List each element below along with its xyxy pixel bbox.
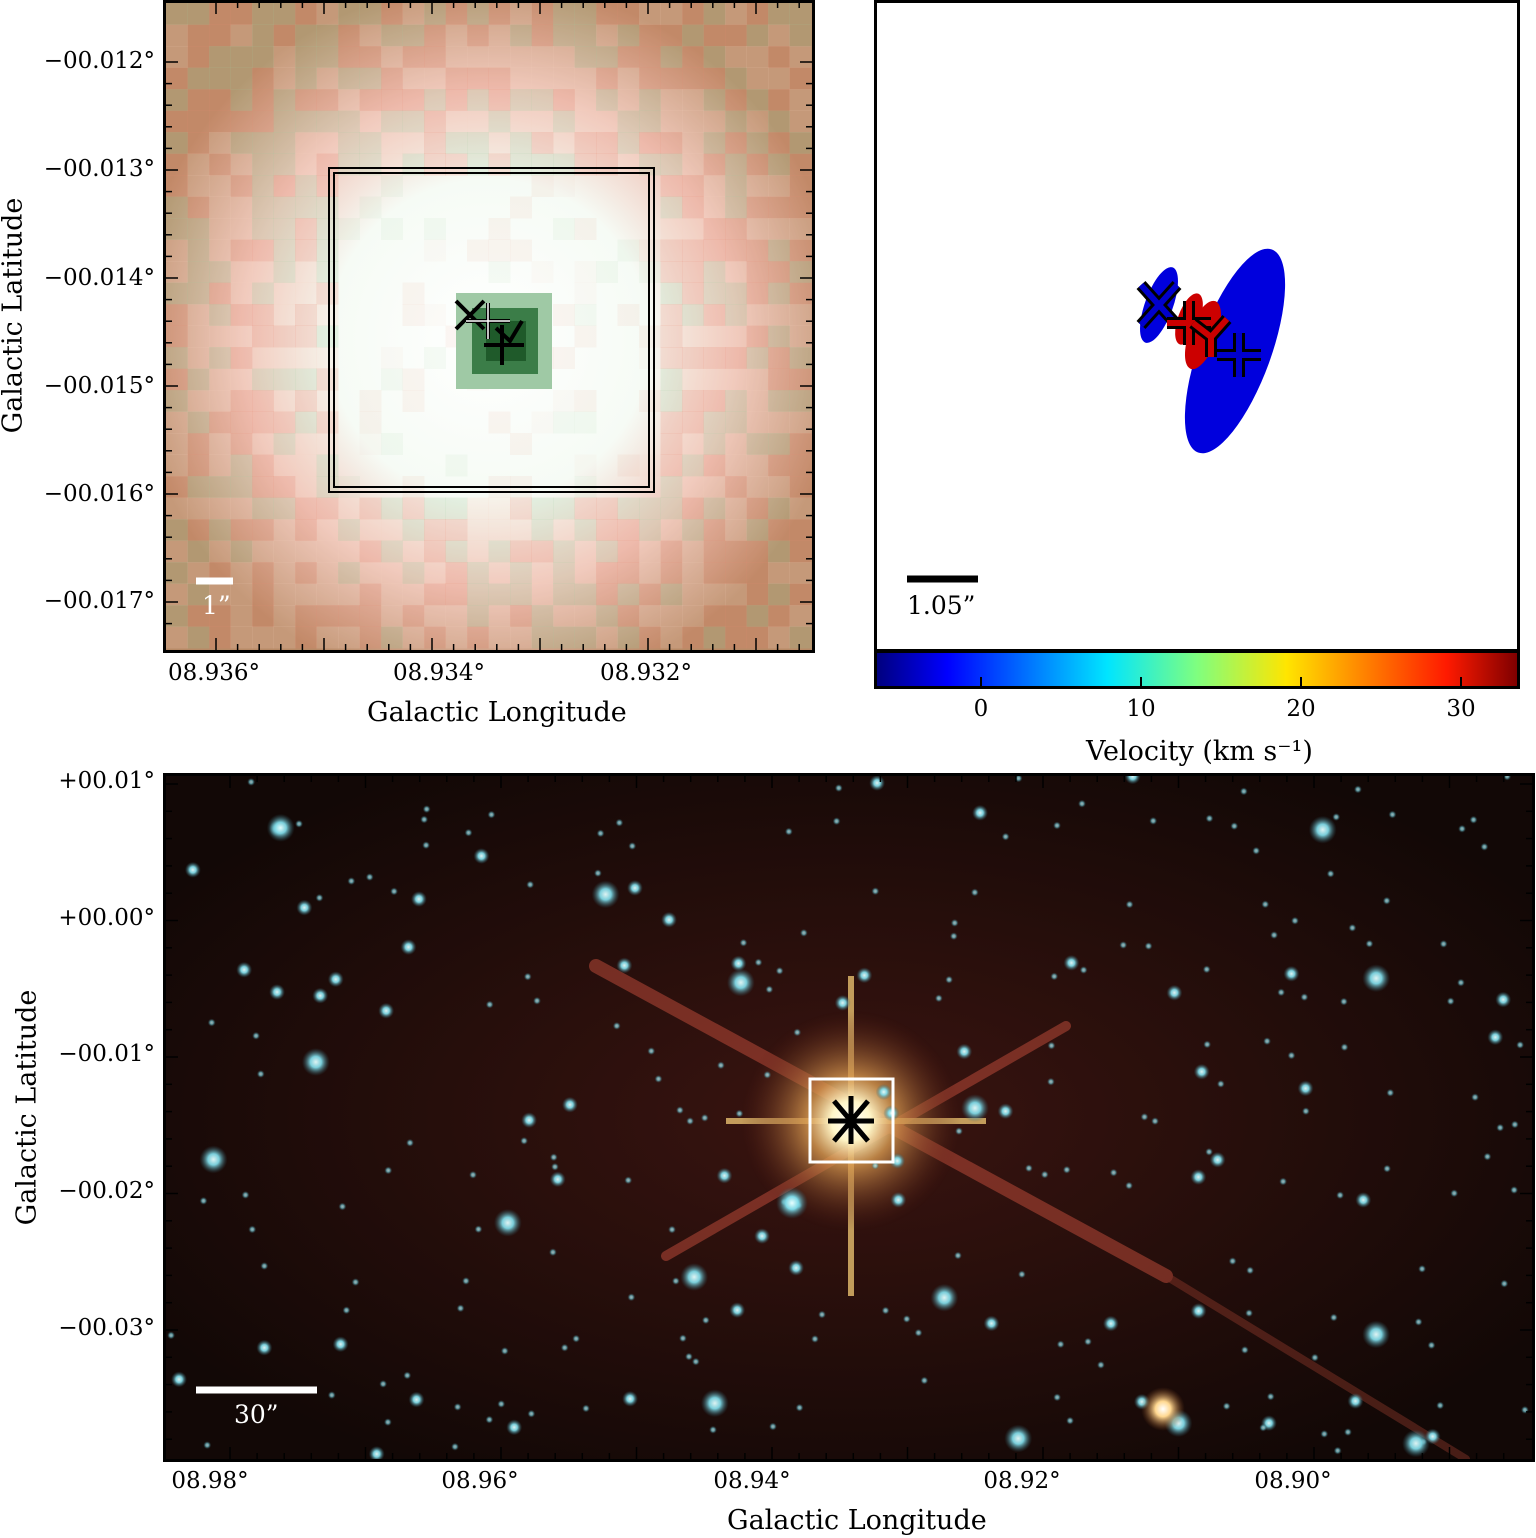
y-axis-title: Galactic Latitude bbox=[0, 197, 29, 434]
velocity-plot bbox=[877, 3, 1517, 649]
wide-field-panel: 30” bbox=[163, 773, 1535, 1462]
colorbar-ticks bbox=[980, 677, 1462, 686]
x-tick-label: 08.96° bbox=[441, 1468, 519, 1494]
scale-bar-label: 30” bbox=[234, 1400, 279, 1429]
x-tick-label: 08.936° bbox=[168, 660, 260, 686]
x-tick-label: 08.90° bbox=[1254, 1468, 1332, 1494]
y-tick-label: −00.016° bbox=[43, 481, 155, 507]
colorbar-tick-label: 20 bbox=[1286, 696, 1316, 722]
y-tick-label: +00.01° bbox=[58, 768, 155, 794]
red-y-marker bbox=[1189, 315, 1232, 357]
y-tick-label: −00.03° bbox=[58, 1315, 155, 1341]
x-tick-label: 08.94° bbox=[713, 1468, 791, 1494]
colorbar-tick-label: 30 bbox=[1446, 696, 1476, 722]
x-axis-title: Galactic Longitude bbox=[727, 1505, 987, 1536]
wide-field-image bbox=[166, 776, 1532, 1459]
x-tick-label: 08.98° bbox=[171, 1468, 249, 1494]
blue-plus-marker bbox=[1217, 333, 1261, 377]
red-plus-marker bbox=[1167, 301, 1211, 345]
velocity-panel: 1.05” bbox=[874, 0, 1520, 652]
y-tick-label: −00.02° bbox=[58, 1178, 155, 1204]
x-tick-label: 08.934° bbox=[393, 660, 485, 686]
x-tick-label: 08.92° bbox=[983, 1468, 1061, 1494]
y-tick-label: −00.01° bbox=[58, 1041, 155, 1067]
zoom-image-panel: 1” bbox=[163, 0, 815, 653]
y-tick-label: −00.014° bbox=[43, 265, 155, 291]
y-axis-title: Galactic Latitude bbox=[11, 989, 43, 1226]
target-markers bbox=[828, 1096, 874, 1144]
x-tick-label: 08.932° bbox=[600, 660, 692, 686]
colorbar-tick-label: 10 bbox=[1126, 696, 1156, 722]
y-tick-label: −00.015° bbox=[43, 373, 155, 399]
scale-bar-label: 1.05” bbox=[907, 591, 976, 620]
x-axis-title: Galactic Longitude bbox=[367, 697, 627, 728]
y-tick-label: −00.012° bbox=[43, 48, 155, 74]
zoom-image bbox=[166, 3, 812, 650]
y-tick-label: +00.00° bbox=[58, 905, 155, 931]
y-tick-label: −00.017° bbox=[43, 588, 155, 614]
colorbar-tick-label: 0 bbox=[973, 696, 989, 722]
colorbar-title: Velocity (km s⁻¹) bbox=[1086, 736, 1313, 767]
scale-bar-label: 1” bbox=[202, 591, 231, 620]
y-tick-label: −00.013° bbox=[43, 156, 155, 182]
